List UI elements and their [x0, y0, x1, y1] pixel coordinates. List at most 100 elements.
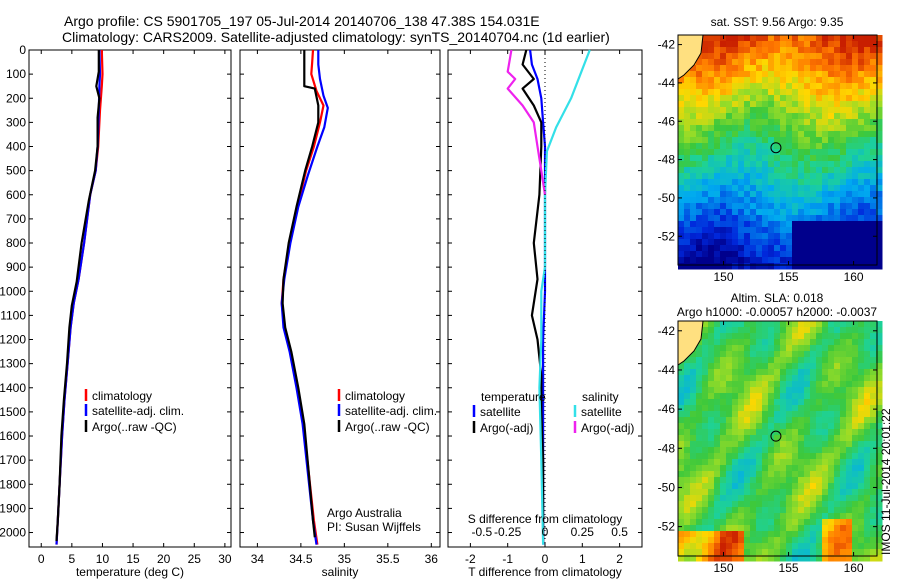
- map-cell: [720, 215, 727, 222]
- map-cell: [732, 59, 739, 66]
- map-cell: [798, 107, 805, 114]
- map-sst: 150 155 160-42-44-46-48-50-52: [658, 34, 883, 284]
- map-cell: [810, 251, 817, 258]
- map-cell: [840, 549, 847, 556]
- map-cell: [762, 53, 769, 60]
- map-cell: [708, 327, 715, 334]
- map-cell: [792, 363, 799, 370]
- map-cell: [696, 179, 703, 186]
- map-cell: [756, 233, 763, 240]
- map-cell: [816, 251, 823, 258]
- map-cell: [696, 417, 703, 424]
- map-cell: [678, 161, 685, 168]
- map-cell: [696, 501, 703, 508]
- map-cell: [780, 405, 787, 412]
- map-cell: [762, 375, 769, 382]
- map-cell: [690, 239, 697, 246]
- map-cell: [804, 233, 811, 240]
- map-cell: [696, 507, 703, 514]
- map-cell: [702, 197, 709, 204]
- map-cell: [852, 65, 859, 72]
- map-cell: [750, 399, 757, 406]
- map-cell: [702, 107, 709, 114]
- map-cell: [726, 345, 733, 352]
- map-cell: [732, 143, 739, 150]
- map-cell: [738, 227, 745, 234]
- map-cell: [786, 113, 793, 120]
- map-cell: [792, 501, 799, 508]
- map-cell: [774, 59, 781, 66]
- map-cell: [792, 107, 799, 114]
- map-cell: [678, 399, 685, 406]
- map-cell: [834, 549, 841, 556]
- map-cell: [792, 429, 799, 436]
- map-cell: [720, 185, 727, 192]
- map-cell: [858, 185, 865, 192]
- map-cell: [804, 173, 811, 180]
- map-cell: [852, 423, 859, 430]
- map-cell: [762, 95, 769, 102]
- map-cell: [804, 185, 811, 192]
- map-cell: [828, 71, 835, 78]
- map-cell: [840, 65, 847, 72]
- map-cell: [804, 125, 811, 132]
- map-cell: [780, 393, 787, 400]
- map-cell: [786, 405, 793, 412]
- map-cell: [786, 245, 793, 252]
- map-cell: [828, 161, 835, 168]
- map-cell: [864, 95, 871, 102]
- map-cell: [834, 435, 841, 442]
- map-cell: [822, 495, 829, 502]
- map-cell: [786, 65, 793, 72]
- map-cell: [852, 137, 859, 144]
- map-cell: [792, 375, 799, 382]
- map-cell: [876, 227, 883, 234]
- map-cell: [816, 393, 823, 400]
- map-cell: [732, 53, 739, 60]
- map-cell: [816, 185, 823, 192]
- map-cell: [858, 101, 865, 108]
- map-cell: [744, 525, 751, 532]
- depth-tick-label: 1700: [0, 453, 26, 467]
- map-cell: [726, 477, 733, 484]
- map-cell: [774, 363, 781, 370]
- map-cell: [684, 113, 691, 120]
- map-cell: [720, 375, 727, 382]
- map-cell: [738, 321, 745, 328]
- map-cell: [756, 125, 763, 132]
- map-cell: [750, 501, 757, 508]
- difference-bottom-xlabel: T difference from climatology: [468, 565, 622, 579]
- map-cell: [870, 549, 877, 556]
- map-cell: [792, 357, 799, 364]
- map-cell: [690, 405, 697, 412]
- map-cell: [726, 35, 733, 42]
- map-cell: [744, 435, 751, 442]
- map-cell: [786, 525, 793, 532]
- map-cell: [708, 393, 715, 400]
- map-cell: [684, 167, 691, 174]
- map-cell: [732, 149, 739, 156]
- map-cell: [750, 549, 757, 556]
- map-cell: [678, 405, 685, 412]
- map-cell: [840, 107, 847, 114]
- map-cell: [834, 339, 841, 346]
- map-cell: [828, 495, 835, 502]
- map-cell: [816, 257, 823, 264]
- map-cell: [780, 59, 787, 66]
- map-cell: [858, 465, 865, 472]
- map-cell: [780, 203, 787, 210]
- map-cell: [864, 447, 871, 454]
- map-cell: [774, 525, 781, 532]
- map-cell: [852, 537, 859, 544]
- map-cell: [738, 221, 745, 228]
- map-cell: [810, 327, 817, 334]
- map-cell: [828, 447, 835, 454]
- map-cell: [762, 89, 769, 96]
- map-cell: [738, 233, 745, 240]
- map-cell: [858, 119, 865, 126]
- map-cell: [810, 351, 817, 358]
- map-cell: [816, 83, 823, 90]
- map-cell: [864, 131, 871, 138]
- map-cell: [684, 233, 691, 240]
- map-cell: [750, 53, 757, 60]
